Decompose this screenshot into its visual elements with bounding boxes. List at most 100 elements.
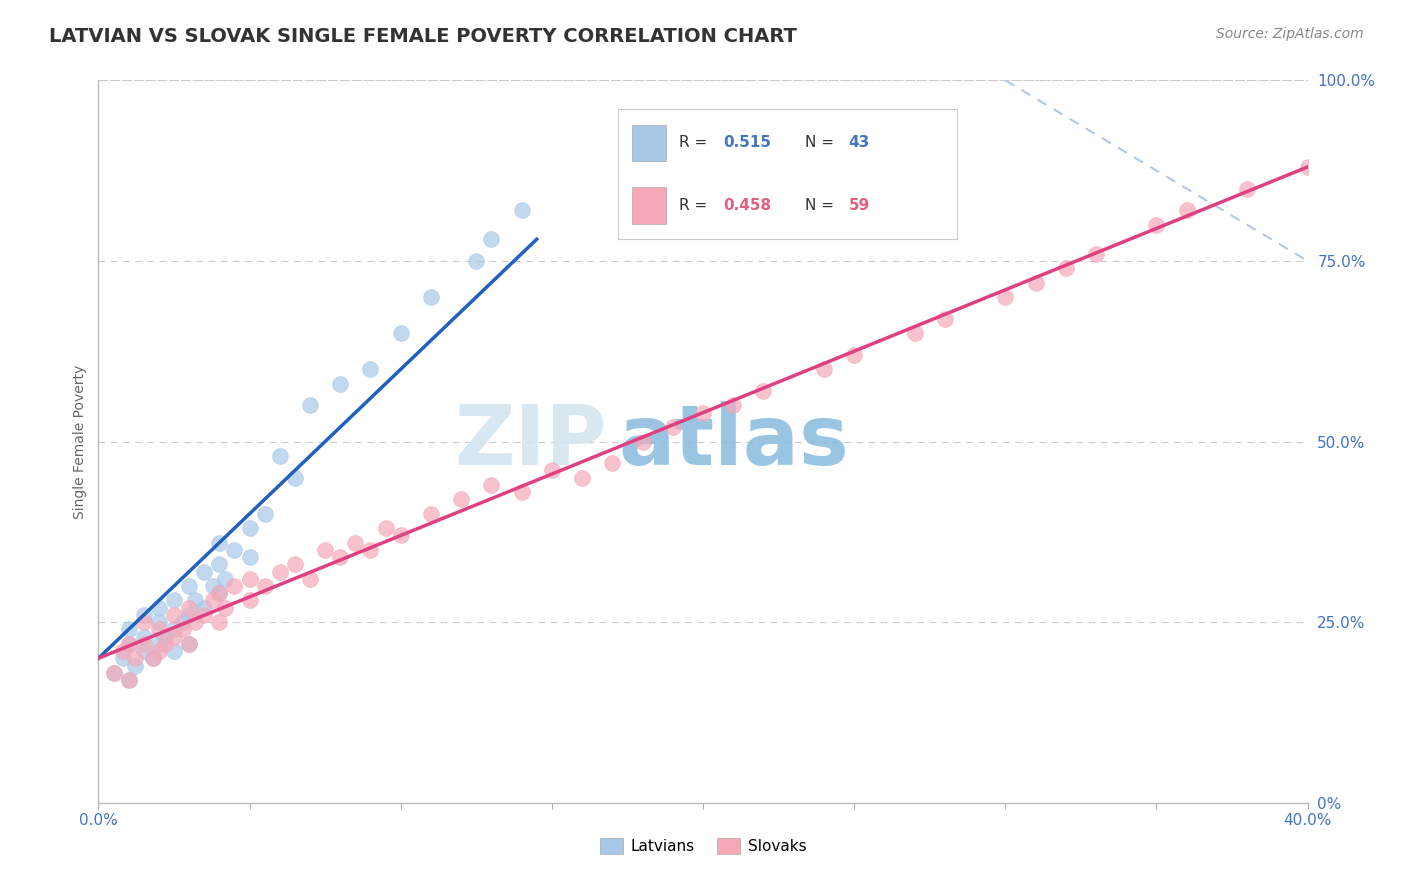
Point <box>111 644 134 658</box>
Point <box>284 470 307 484</box>
Point <box>299 398 322 412</box>
Point <box>111 651 134 665</box>
Point <box>510 485 533 500</box>
Point <box>1054 261 1077 276</box>
Point <box>153 637 176 651</box>
Point <box>420 507 443 521</box>
Point <box>344 535 367 549</box>
Point <box>132 615 155 630</box>
Point <box>329 550 352 565</box>
Point <box>118 623 141 637</box>
Point <box>329 376 352 391</box>
Point <box>179 607 201 622</box>
Point <box>253 507 276 521</box>
Point <box>723 398 745 412</box>
Point <box>360 542 382 557</box>
Point <box>103 665 125 680</box>
Point <box>284 558 307 572</box>
Text: Source: ZipAtlas.com: Source: ZipAtlas.com <box>1216 27 1364 41</box>
Point <box>132 644 155 658</box>
Point <box>239 521 262 535</box>
Point <box>374 521 396 535</box>
Text: ZIP: ZIP <box>454 401 606 482</box>
Point <box>148 615 170 630</box>
Point <box>132 607 155 622</box>
Point <box>142 651 165 665</box>
Point <box>202 579 225 593</box>
Point <box>118 637 141 651</box>
Point <box>465 253 488 268</box>
Point <box>124 658 146 673</box>
Point <box>904 326 927 340</box>
Point <box>239 550 262 565</box>
Point <box>193 565 215 579</box>
Point <box>202 593 225 607</box>
Point <box>193 607 215 622</box>
Point <box>1296 160 1319 174</box>
Point <box>540 463 562 477</box>
Point <box>148 623 170 637</box>
Y-axis label: Single Female Poverty: Single Female Poverty <box>73 365 87 518</box>
Point <box>184 615 207 630</box>
Point <box>571 470 593 484</box>
Point <box>269 449 291 463</box>
Point <box>124 651 146 665</box>
Point <box>214 600 236 615</box>
Point <box>148 644 170 658</box>
Point <box>602 456 624 470</box>
Point <box>153 630 176 644</box>
Point <box>208 535 231 549</box>
Point <box>163 623 186 637</box>
Point <box>179 637 201 651</box>
Point <box>510 203 533 218</box>
Point <box>132 630 155 644</box>
Point <box>299 572 322 586</box>
Point <box>118 673 141 687</box>
Point <box>1024 276 1046 290</box>
Point <box>163 607 186 622</box>
Point <box>208 558 231 572</box>
Point <box>172 615 194 630</box>
Point <box>631 434 654 449</box>
Point <box>179 600 201 615</box>
Point <box>481 232 503 246</box>
Point <box>1144 218 1167 232</box>
Point <box>692 406 714 420</box>
Point <box>118 637 141 651</box>
Point <box>360 362 382 376</box>
Point <box>132 637 155 651</box>
Point <box>208 586 231 600</box>
Text: atlas: atlas <box>619 401 849 482</box>
Point <box>179 579 201 593</box>
Point <box>269 565 291 579</box>
Point <box>148 637 170 651</box>
Point <box>844 348 866 362</box>
Point <box>420 290 443 304</box>
Point <box>389 528 412 542</box>
Point <box>163 630 186 644</box>
Point <box>224 579 246 593</box>
Point <box>661 420 683 434</box>
Point <box>179 637 201 651</box>
Point <box>481 478 503 492</box>
Point <box>172 623 194 637</box>
Point <box>1175 203 1198 218</box>
Point <box>148 600 170 615</box>
Point <box>163 644 186 658</box>
Point <box>208 615 231 630</box>
Point <box>214 572 236 586</box>
Point <box>239 572 262 586</box>
Point <box>184 593 207 607</box>
Point <box>208 586 231 600</box>
Point <box>163 593 186 607</box>
Point <box>224 542 246 557</box>
Point <box>103 665 125 680</box>
Point <box>314 542 336 557</box>
Point <box>813 362 835 376</box>
Point <box>1085 246 1108 260</box>
Legend: Latvians, Slovaks: Latvians, Slovaks <box>593 832 813 860</box>
Point <box>389 326 412 340</box>
Point <box>253 579 276 593</box>
Point <box>142 651 165 665</box>
Point <box>450 492 472 507</box>
